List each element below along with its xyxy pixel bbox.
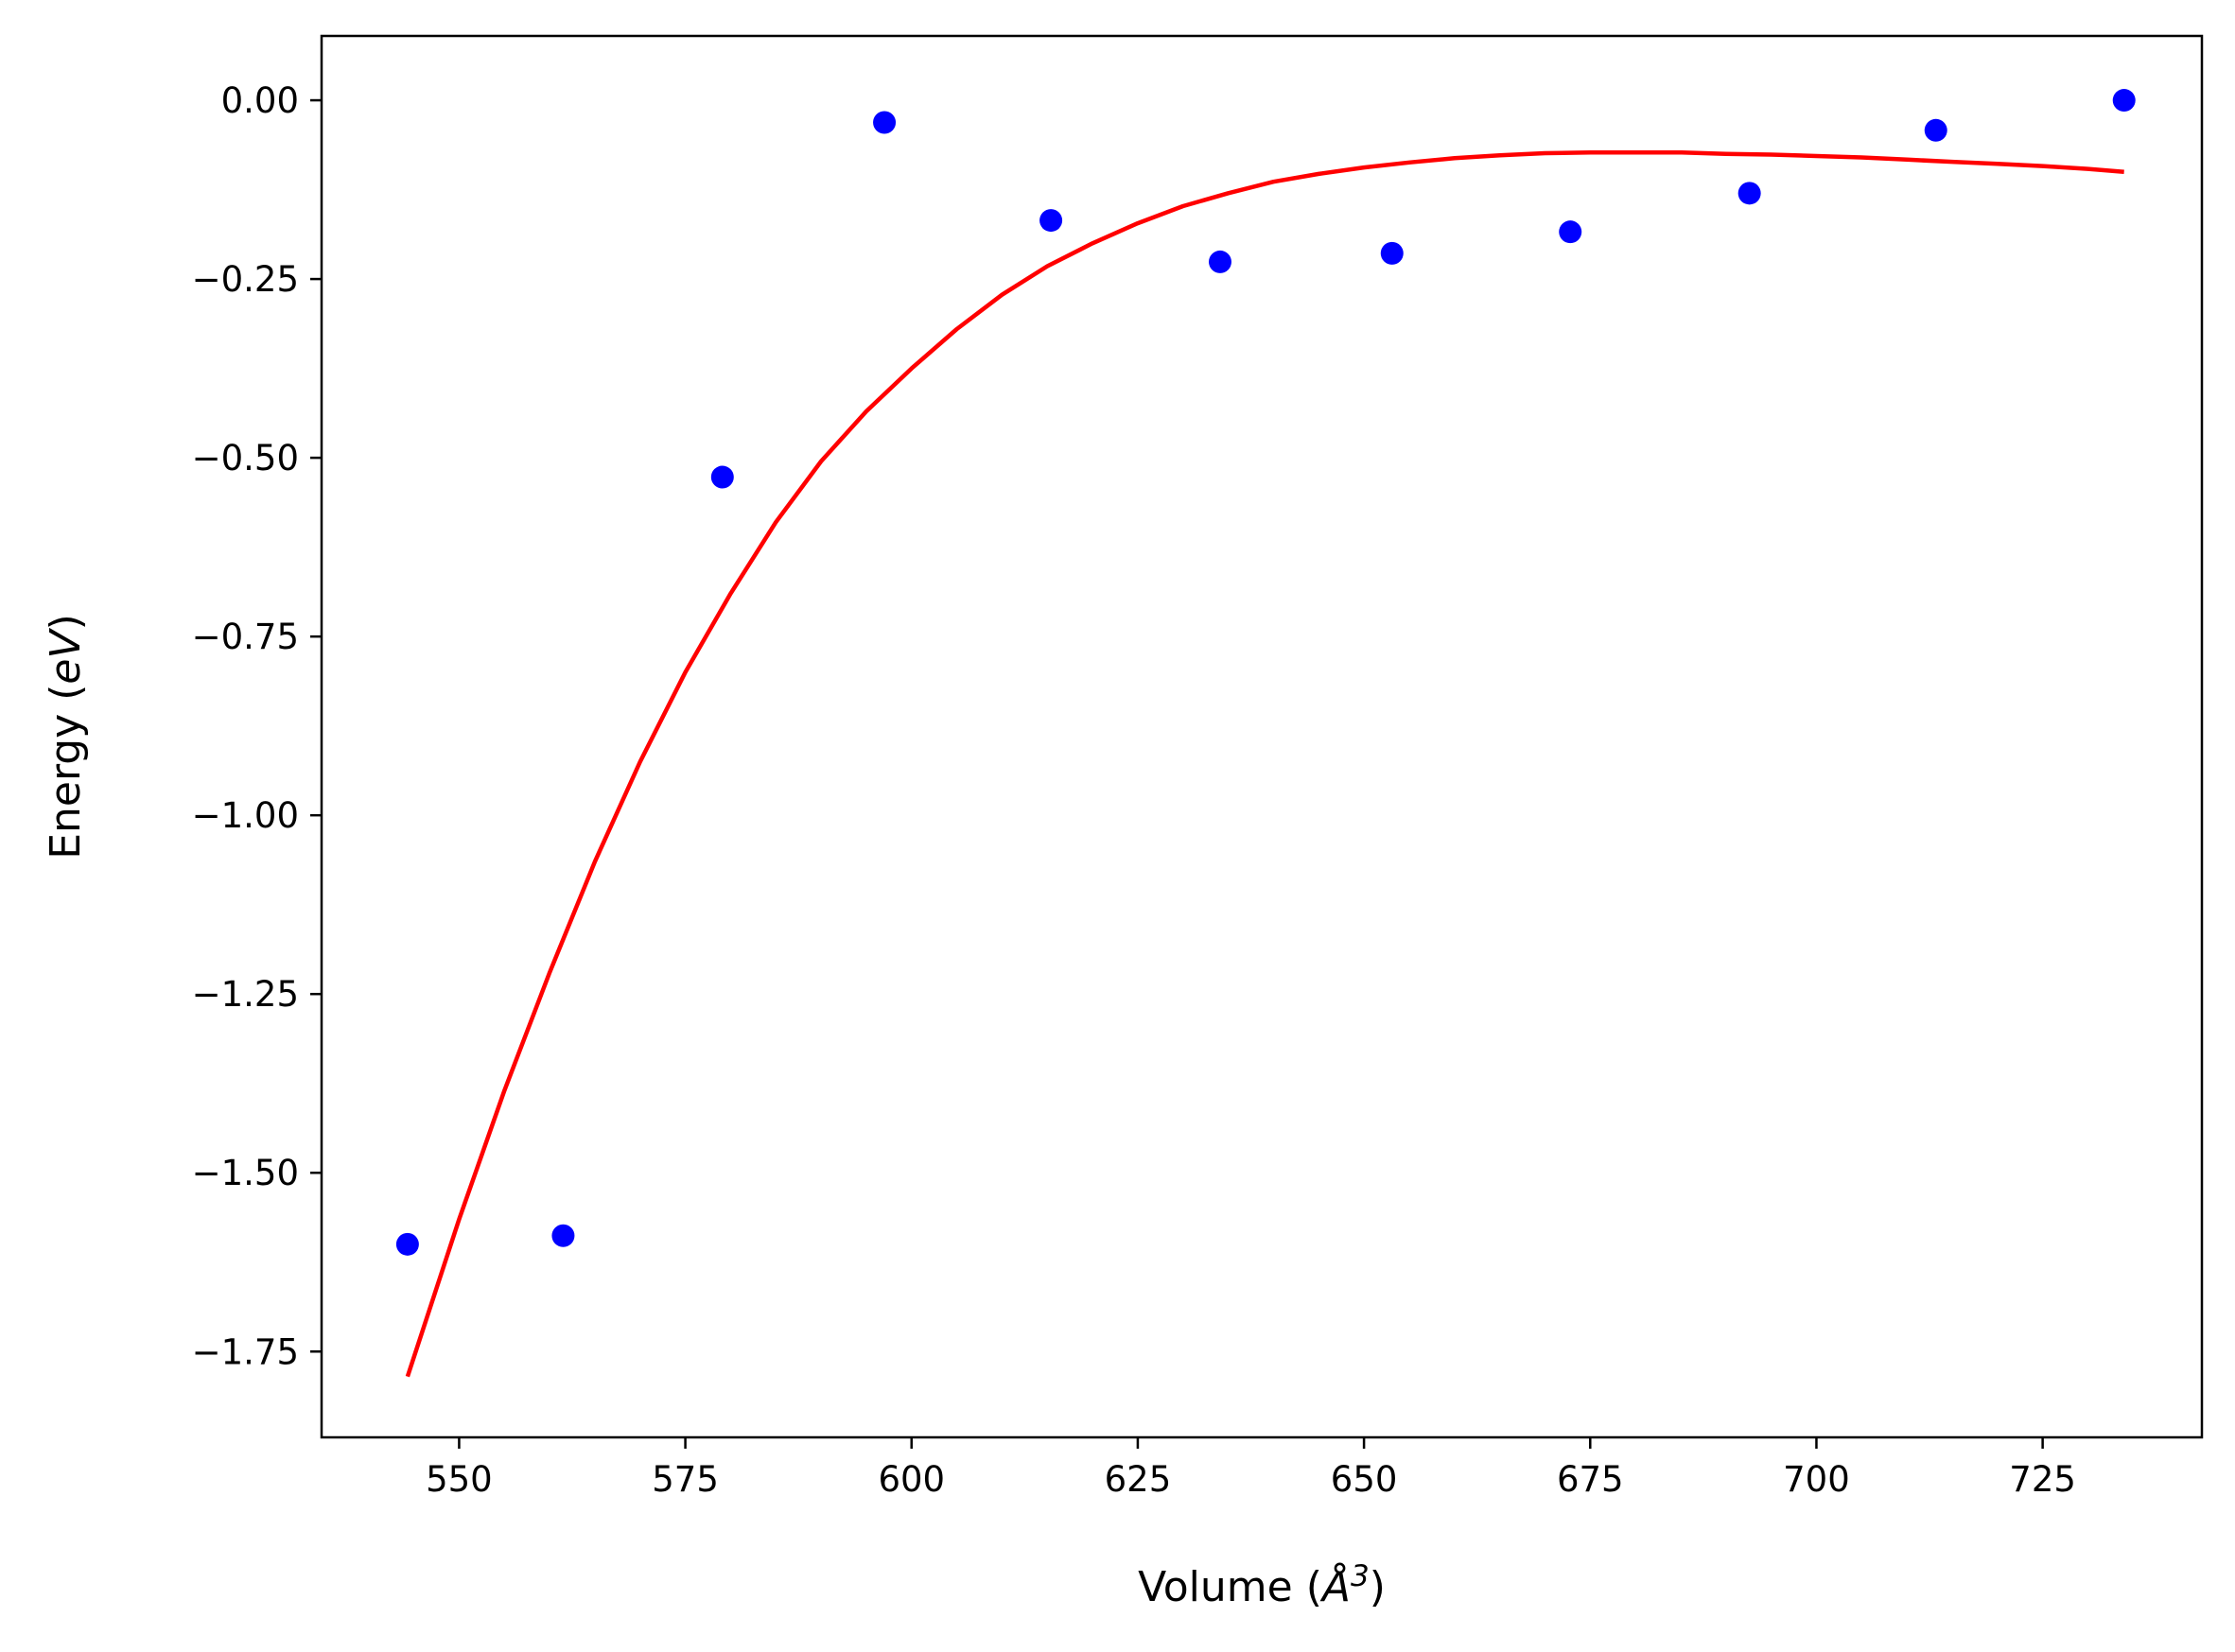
x-tick-label: 550 bbox=[426, 1459, 493, 1500]
data-point bbox=[551, 1224, 575, 1247]
x-tick-label: 700 bbox=[1783, 1459, 1850, 1500]
y-tick-label: −1.50 bbox=[192, 1153, 299, 1193]
data-point bbox=[1039, 209, 1063, 233]
x-tick-label: 650 bbox=[1331, 1459, 1398, 1500]
x-tick-label: 625 bbox=[1105, 1459, 1172, 1500]
fit-curve bbox=[405, 149, 2124, 1378]
y-axis-ticks: 0.00 −0.25 −0.50 −0.75 −1.00 −1.25 −1.50 −1.75 bbox=[192, 80, 322, 1372]
data-points-layer bbox=[395, 89, 2136, 1256]
y-tick-label: −0.75 bbox=[192, 617, 299, 657]
data-point bbox=[1737, 182, 1761, 205]
x-tick-label: 725 bbox=[2009, 1459, 2076, 1500]
y-tick-label: 0.00 bbox=[221, 80, 299, 121]
data-point bbox=[395, 1232, 419, 1256]
y-tick-label: −0.50 bbox=[192, 438, 299, 478]
data-point bbox=[1380, 241, 1404, 265]
data-point bbox=[1208, 250, 1231, 273]
x-tick-label: 600 bbox=[878, 1459, 945, 1500]
x-axis-label: Volume (Å3) bbox=[1138, 1559, 1386, 1611]
y-axis-label: Energy (eV) bbox=[42, 614, 90, 860]
fit-curve-layer bbox=[405, 149, 2124, 1378]
data-point bbox=[2112, 89, 2136, 113]
y-tick-label: −1.25 bbox=[192, 974, 299, 1015]
data-point bbox=[710, 465, 734, 489]
y-tick-label: −1.75 bbox=[192, 1331, 299, 1372]
data-point bbox=[1924, 118, 1947, 142]
plot-frame bbox=[320, 34, 2204, 1439]
x-axis-ticks: 550 575 600 625 650 675 700 725 bbox=[426, 1437, 2076, 1500]
x-tick-label: 575 bbox=[652, 1459, 719, 1500]
data-point bbox=[1559, 220, 1582, 244]
y-tick-label: −0.25 bbox=[192, 259, 299, 300]
y-tick-label: −1.00 bbox=[192, 795, 299, 836]
x-tick-label: 675 bbox=[1557, 1459, 1624, 1500]
data-point bbox=[873, 111, 897, 134]
